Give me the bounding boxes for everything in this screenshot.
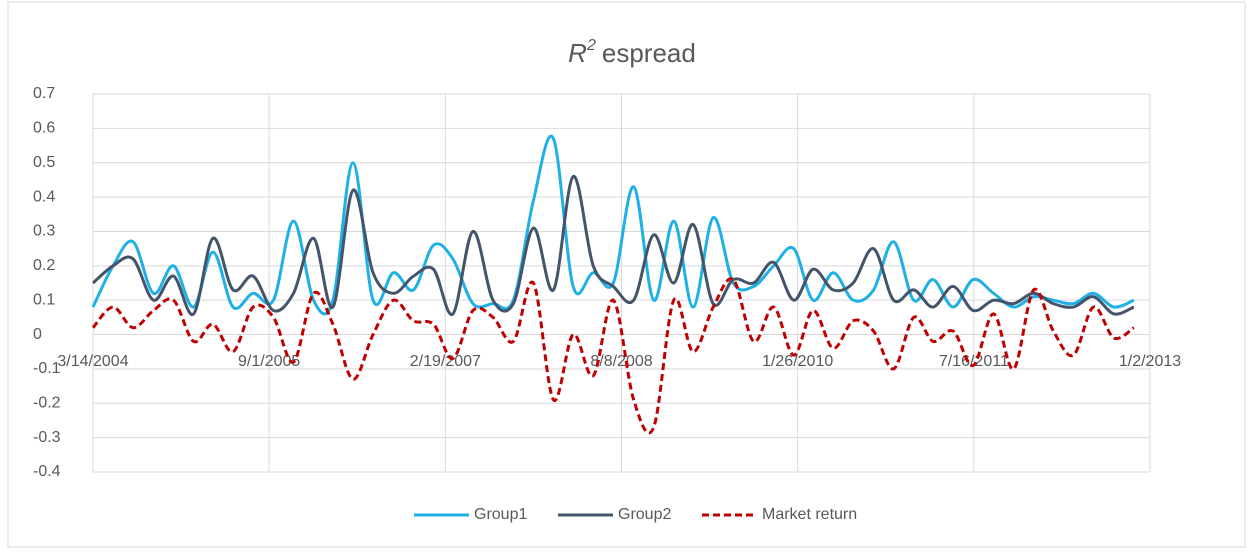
title-superscript: 2	[586, 37, 596, 54]
x-tick-label: 3/14/2004	[57, 353, 128, 370]
y-tick-label: 0.6	[33, 120, 55, 137]
x-tick-label: 8/8/2008	[590, 353, 652, 370]
y-tick-label: -0.4	[33, 463, 61, 480]
legend-label: Group2	[618, 506, 671, 523]
legend-label: Group1	[474, 506, 527, 523]
x-tick-label: 1/26/2010	[762, 353, 833, 370]
y-tick-label: 0.3	[33, 223, 55, 240]
y-tick-label: -0.2	[33, 394, 61, 411]
y-tick-label: 0.4	[33, 188, 55, 205]
series-line	[92, 174, 1135, 316]
title-text: espread	[602, 38, 696, 68]
title-symbol: R	[568, 38, 587, 68]
x-tick-label: 2/19/2007	[410, 353, 481, 370]
chart-title: R2 espread	[568, 37, 696, 68]
chart-border	[7, 1, 1246, 548]
x-tick-label: 1/2/2013	[1119, 353, 1181, 370]
y-tick-label: 0.7	[33, 85, 55, 102]
y-tick-label: 0.2	[33, 257, 55, 274]
y-tick-label: -0.3	[33, 429, 61, 446]
series-line	[91, 277, 1135, 435]
x-tick-label: 9/1/2005	[238, 353, 300, 370]
y-tick-label: -0.1	[33, 360, 61, 377]
x-tick-label: 7/16/2011	[939, 353, 1009, 370]
legend-label: Market return	[762, 506, 857, 523]
y-tick-label: 0.1	[33, 291, 55, 308]
y-tick-label: 0.5	[33, 154, 55, 171]
y-tick-label: 0	[33, 326, 42, 343]
